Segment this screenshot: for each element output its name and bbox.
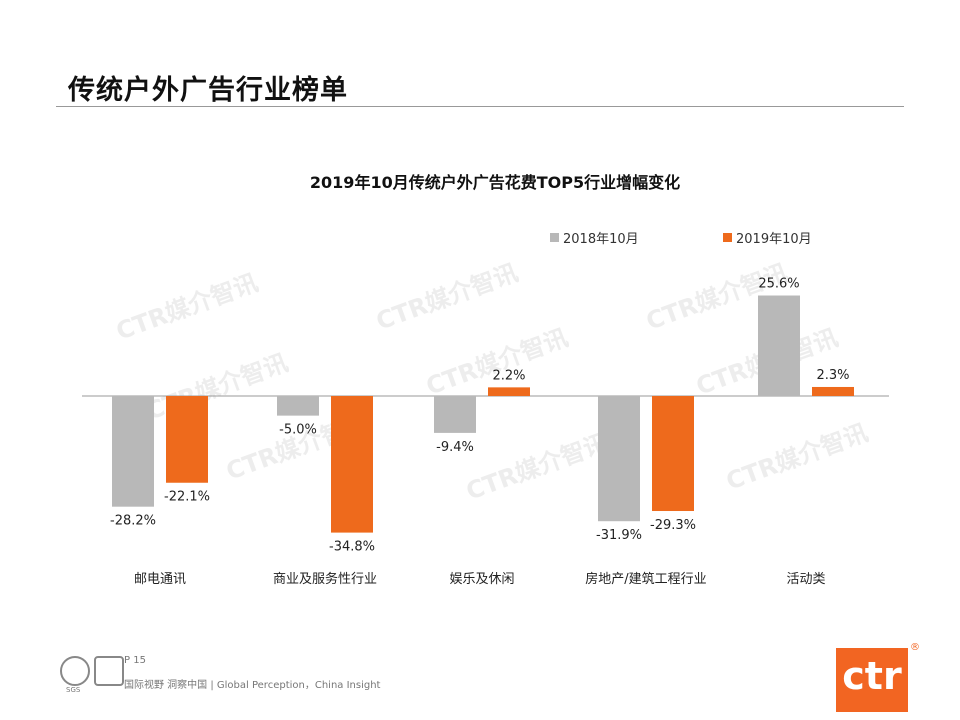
ctr-logo-text: ctr: [842, 654, 902, 698]
chart-title: 2019年10月传统户外广告花费TOP5行业增幅变化: [310, 173, 680, 192]
footer-tagline: 国际视野 洞察中国 | Global Perception，China Insi…: [124, 680, 381, 691]
data-label-1-5: 25.6%: [758, 277, 799, 292]
watermark-text: CTR媒介智讯: [112, 269, 261, 346]
bar-1-1: [112, 396, 154, 507]
registered-mark: ®: [910, 642, 920, 653]
watermark-text: CTR媒介智讯: [462, 429, 611, 506]
ctr-logo: [836, 648, 908, 712]
data-label-2-1: -22.1%: [164, 490, 210, 505]
title-divider: [56, 106, 904, 107]
watermark-text: CTR媒介智讯: [142, 349, 291, 426]
data-label-2-4: -29.3%: [650, 518, 696, 533]
watermark-text: CTR媒介智讯: [722, 419, 871, 496]
data-label-2-2: -34.8%: [329, 540, 375, 555]
bar-2-5: [812, 386, 854, 396]
data-label-1-2: -5.0%: [279, 423, 317, 438]
legend-swatch-1: [550, 233, 559, 242]
category-label-3: 娱乐及休闲: [449, 572, 514, 587]
category-label-4: 房地产/建筑工程行业: [585, 571, 706, 587]
bar-2-2: [331, 396, 373, 533]
page-title: 传统户外广告行业榜单: [68, 75, 348, 106]
cert-label: SGS: [66, 686, 81, 694]
certification-icon: [60, 656, 90, 686]
legend-label-1: 2018年10月: [563, 232, 639, 247]
legend-swatch-2: [723, 233, 732, 242]
data-label-1-4: -31.9%: [596, 528, 642, 543]
bar-1-4: [598, 396, 640, 522]
legend-label-2: 2019年10月: [736, 232, 812, 247]
category-label-1: 邮电通讯: [134, 572, 186, 587]
bar-2-1: [166, 396, 208, 483]
watermark-text: CTR媒介智讯: [372, 259, 521, 336]
bar-1-2: [277, 396, 319, 416]
category-label-5: 活动类: [786, 572, 825, 587]
data-label-1-1: -28.2%: [110, 514, 156, 529]
data-label-2-3: 2.2%: [492, 368, 525, 383]
data-label-2-5: 2.3%: [816, 368, 849, 383]
bar-2-4: [652, 396, 694, 512]
bar-1-5: [758, 295, 800, 396]
page-number: P 15: [124, 655, 146, 666]
bar-1-3: [434, 396, 476, 433]
category-label-2: 商业及服务性行业: [273, 571, 377, 587]
bar-2-3: [488, 387, 530, 396]
data-label-1-3: -9.4%: [436, 440, 474, 455]
certification-icon-2: [94, 656, 124, 686]
